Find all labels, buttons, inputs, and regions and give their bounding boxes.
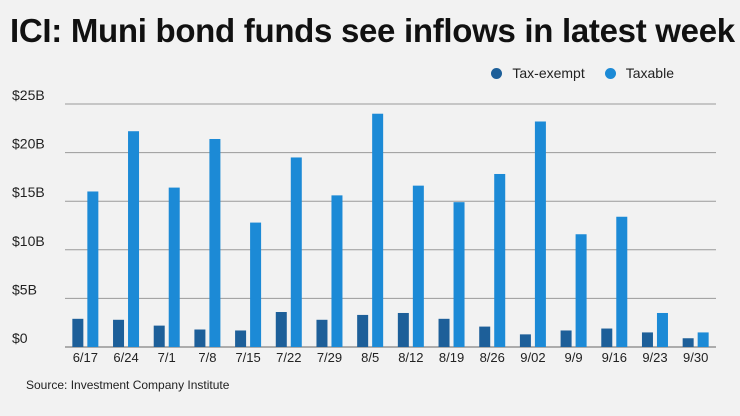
bar-taxable	[331, 195, 343, 347]
bar-taxable	[656, 312, 668, 347]
y-tick-label: $15B	[12, 184, 45, 200]
y-tick-label: $5B	[12, 281, 37, 297]
bar-tax-exempt	[682, 338, 694, 347]
bar-tax-exempt	[438, 318, 450, 347]
bar-tax-exempt	[113, 319, 125, 347]
legend-item-taxable: Taxable	[604, 65, 674, 81]
bar-taxable	[453, 202, 465, 347]
bar-taxable	[372, 113, 384, 347]
bar-tax-exempt	[275, 312, 287, 347]
bar-taxable	[250, 222, 262, 347]
x-tick-label: 9/9	[565, 350, 583, 365]
bar-tax-exempt	[72, 318, 84, 347]
source-note: Source: Investment Company Institute	[26, 378, 230, 392]
bar-tax-exempt	[357, 314, 369, 347]
bar-tax-exempt	[519, 334, 531, 347]
x-tick-label: 7/22	[276, 350, 301, 365]
bar-taxable	[128, 131, 140, 347]
bar-tax-exempt	[194, 329, 206, 347]
x-tick-label: 7/15	[235, 350, 260, 365]
bar-taxable	[494, 173, 506, 347]
x-tick-label: 8/26	[480, 350, 505, 365]
x-tick-label: 9/16	[602, 350, 627, 365]
bar-tax-exempt	[397, 312, 409, 347]
x-tick-label: 8/12	[398, 350, 423, 365]
x-tick-label: 9/23	[642, 350, 667, 365]
y-tick-label: $10B	[12, 233, 45, 249]
x-tick-label: 7/1	[158, 350, 176, 365]
y-tick-label: $20B	[12, 136, 45, 152]
bar-taxable	[168, 187, 180, 347]
legend-item-tax-exempt: Tax-exempt	[491, 65, 585, 81]
x-tick-label: 6/24	[113, 350, 138, 365]
bar-tax-exempt	[153, 325, 165, 347]
x-tick-label: 6/17	[73, 350, 98, 365]
bar-taxable	[209, 138, 221, 347]
legend-swatch-taxable	[604, 67, 616, 79]
bar-taxable	[697, 332, 709, 347]
y-tick-label: $25B	[12, 87, 45, 103]
x-tick-label: 7/8	[198, 350, 216, 365]
legend: Tax-exempt Taxable	[471, 65, 674, 81]
x-tick-label: 9/02	[520, 350, 545, 365]
chart-title: ICI: Muni bond funds see inflows in late…	[10, 12, 735, 49]
bar-tax-exempt	[560, 330, 572, 347]
bar-taxable	[412, 185, 424, 347]
bar-taxable	[87, 191, 99, 347]
bar-tax-exempt	[601, 328, 613, 347]
legend-label-tax-exempt: Tax-exempt	[512, 65, 585, 81]
x-tick-label: 9/30	[683, 350, 708, 365]
bar-taxable	[534, 121, 546, 347]
x-tick-label: 8/19	[439, 350, 464, 365]
bar-tax-exempt	[641, 332, 653, 347]
bar-tax-exempt	[316, 319, 328, 347]
bar-taxable	[575, 234, 587, 347]
legend-swatch-tax-exempt	[491, 67, 503, 79]
legend-label-taxable: Taxable	[625, 65, 674, 81]
y-tick-label: $0	[12, 330, 28, 346]
bar-taxable	[290, 157, 302, 347]
x-tick-label: 8/5	[361, 350, 379, 365]
x-tick-label: 7/29	[317, 350, 342, 365]
bar-tax-exempt	[235, 330, 247, 347]
bar-taxable	[616, 216, 628, 347]
bar-tax-exempt	[479, 326, 491, 347]
